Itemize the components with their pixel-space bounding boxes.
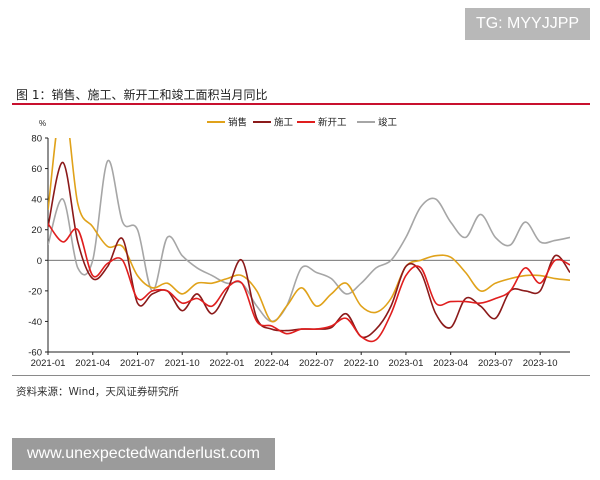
watermark-tag: TG: MYYJJPP (465, 8, 590, 40)
chart-axes: % -60 -40 -20 0 20 40 60 80 2021-01 2021-04 2021-07… (28, 119, 570, 369)
legend-label: 新开工 (318, 117, 347, 129)
y-tick-label: 80 (31, 134, 42, 145)
y-tick-label: -20 (28, 286, 42, 297)
legend-label: 竣工 (378, 117, 398, 129)
x-tick-label: 2022-07 (299, 358, 334, 369)
source-note: 资料来源：Wind，天风证券研究所 (16, 386, 179, 398)
legend-label: 施工 (274, 117, 294, 129)
x-tick-label: 2022-04 (254, 358, 289, 369)
legend-label: 销售 (228, 117, 247, 129)
y-axis-unit: % (39, 119, 46, 128)
x-tick-label: 2023-04 (433, 358, 468, 369)
x-tick-label: 2023-07 (478, 358, 513, 369)
y-tick-label: 60 (31, 164, 42, 175)
series-line-新开工 (48, 223, 570, 343)
x-tick-label: 2023-01 (389, 358, 424, 369)
y-tick-label: 0 (37, 256, 42, 267)
x-tick-label: 2023-10 (523, 358, 558, 369)
x-tick-label: 2021-10 (165, 358, 200, 369)
x-tick-label: 2021-04 (75, 358, 110, 369)
x-tick-label: 2022-01 (210, 358, 245, 369)
y-tick-label: 20 (31, 225, 42, 236)
watermark-url: www.unexpectedwanderlust.com (12, 438, 275, 470)
y-tick-label: -60 (28, 348, 42, 359)
figure-title: 图 1：销售、施工、新开工和竣工面积当月同比 (16, 88, 268, 102)
y-tick-label: 40 (31, 195, 42, 206)
chart-series (48, 138, 570, 343)
x-tick-label: 2022-10 (344, 358, 379, 369)
chart-legend: 销售 施工 新开工 竣工 (207, 117, 398, 129)
title-divider (12, 103, 590, 105)
series-line-竣工 (48, 160, 570, 323)
series-line-施工 (48, 161, 570, 339)
source-divider (12, 375, 590, 376)
x-tick-label: 2021-07 (120, 358, 155, 369)
x-tick-label: 2021-01 (31, 358, 66, 369)
y-tick-label: -40 (28, 317, 42, 328)
series-line-销售 (48, 138, 570, 323)
